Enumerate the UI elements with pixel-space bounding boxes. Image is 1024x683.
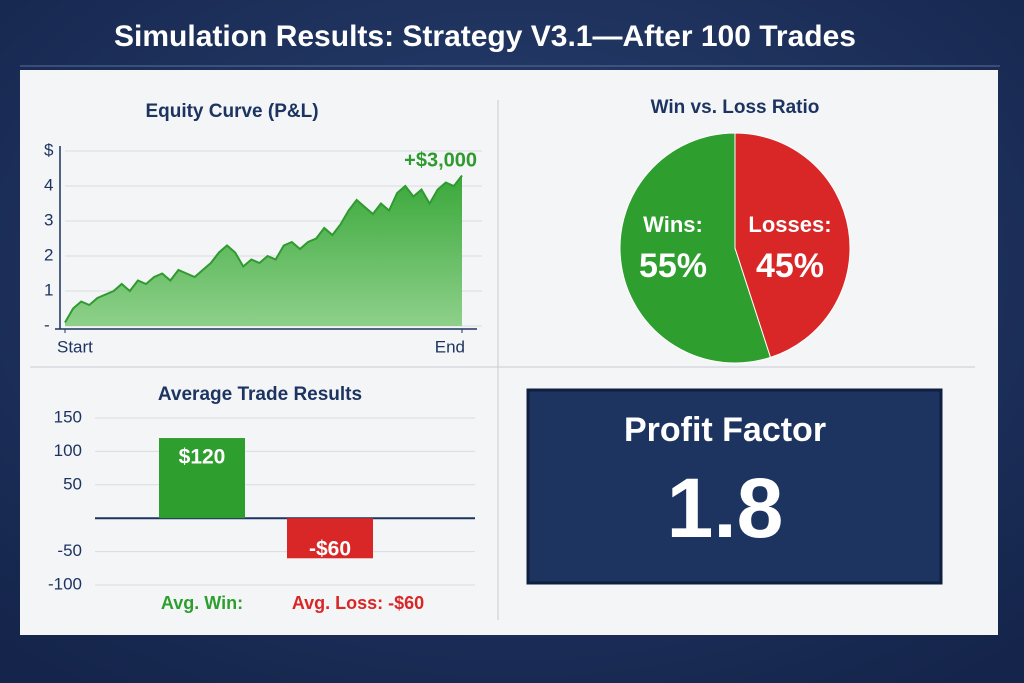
area-fill [65, 175, 462, 326]
bar [287, 518, 373, 559]
y-tick-label: 2 [44, 245, 53, 264]
bar-value-label: $120 [179, 446, 226, 469]
x-tick-label: Start [57, 337, 93, 356]
kpi-label: Profit Factor [624, 411, 826, 449]
x-tick-label: Avg. Win: [161, 593, 243, 613]
bar-value-label: -$60 [309, 538, 351, 561]
equity-line [64, 174, 463, 324]
slice-name: Wins: [643, 212, 703, 237]
y-tick-label: - [44, 315, 50, 334]
kpi-box [526, 388, 943, 585]
y-tick-label: 100 [54, 441, 82, 460]
y-tick-label: 4 [44, 175, 53, 194]
slice-value: 55% [639, 247, 707, 285]
pie-slice [734, 132, 851, 359]
y-tick-label: 1 [44, 280, 53, 299]
annotation: +$3,000 [404, 149, 477, 171]
bar [159, 438, 245, 519]
y-tick-label: -100 [48, 574, 82, 593]
kpi-value: 1.8 [667, 461, 784, 555]
pie-slice [619, 132, 772, 364]
x-tick-label: Avg. Loss: -$60 [292, 593, 424, 613]
chart-title: Average Trade Results [158, 384, 362, 405]
page-title: Simulation Results: Strategy V3.1—After … [114, 20, 856, 53]
y-tick-label: 50 [63, 474, 82, 493]
y-tick-label: $ [44, 140, 54, 159]
chart-title: Win vs. Loss Ratio [651, 97, 820, 118]
x-tick-label: End [435, 337, 465, 356]
slice-value: 45% [756, 247, 824, 285]
y-tick-label: 3 [44, 210, 53, 229]
y-tick-label: 150 [54, 407, 82, 426]
chart-title: Equity Curve (P&L) [145, 101, 318, 122]
slice-name: Losses: [748, 212, 831, 237]
y-tick-label: -50 [57, 541, 82, 560]
